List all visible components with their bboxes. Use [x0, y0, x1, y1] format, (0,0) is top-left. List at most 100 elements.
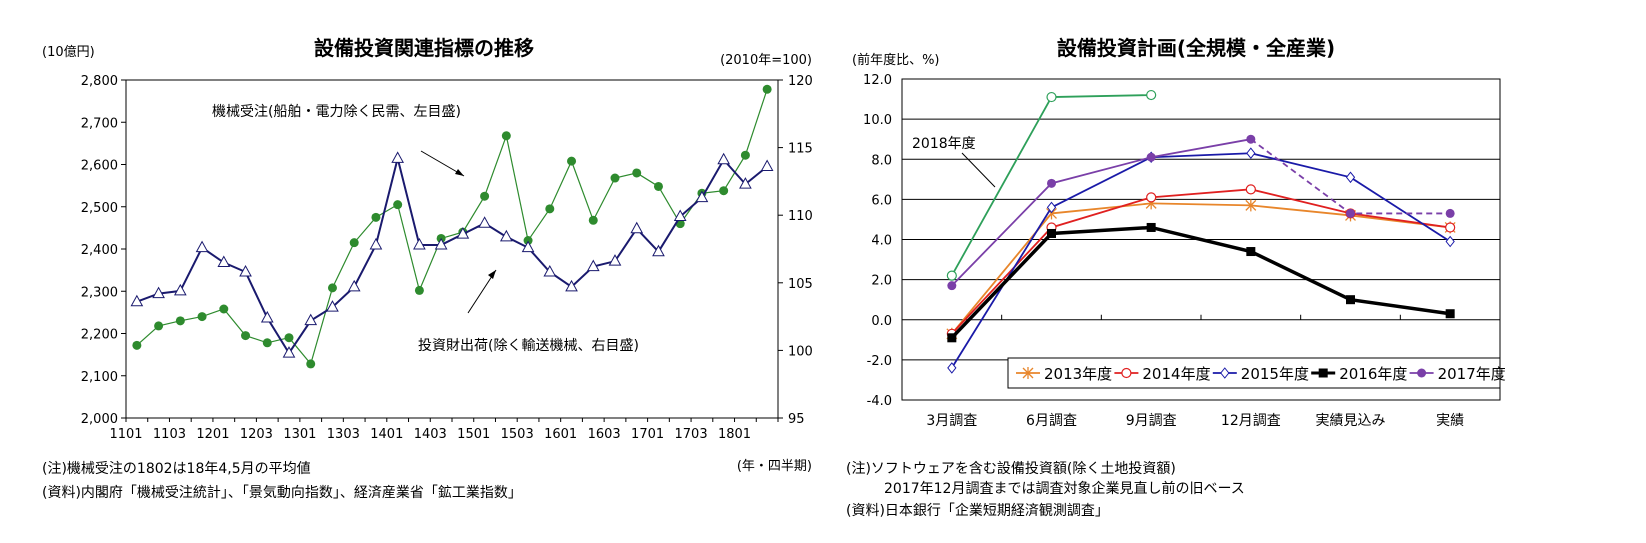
- shipments-series-point: [586, 259, 600, 272]
- series-2016年度-point: [1346, 295, 1355, 305]
- left-y-tick-label: 2,000: [81, 412, 118, 427]
- left-chart-marks: 2,000 2,100 2,200 2,300 2,400 2,500 2,600 2,700…: [81, 74, 813, 442]
- orders-series-point: [219, 304, 229, 314]
- shipments-series-point: [239, 264, 252, 277]
- left-x-tick-label: 1301: [283, 427, 316, 442]
- right-chart-marks: -4.0 -2.0 0.0 2.0 4.0 6.0 8.0 10.0 12.0 3月調査 6月調査 9…: [863, 73, 1506, 429]
- shipments-series-point: [608, 254, 622, 266]
- right-x-category-label: 実績: [1436, 413, 1464, 429]
- left-x-tick-label: 1601: [544, 427, 577, 442]
- left-y-unit: (10億円): [42, 44, 95, 60]
- series-2016年度-point: [1246, 247, 1256, 257]
- series-2018年度-point: [1146, 89, 1157, 101]
- orders-series-point: [175, 316, 185, 326]
- right-note-2: 2017年12月調査までは調査対象企業見直し前の旧ベース: [884, 481, 1245, 497]
- left-y-tick-label: 2,800: [81, 74, 118, 89]
- series-2015年度-point: [1046, 201, 1057, 214]
- orders-series-point: [132, 340, 142, 350]
- annotation-2018-pointer: [961, 152, 996, 188]
- right-y-tick-label: -4.0: [867, 394, 892, 409]
- left-note: (注)機械受注の1802は18年4,5月の平均値: [42, 461, 311, 477]
- series-2017年度-point: [947, 281, 957, 291]
- left-x-tick-label: 1603: [588, 427, 621, 442]
- right-y-tick-label: 6.0: [871, 193, 892, 208]
- legend-label: 2017年度: [1438, 365, 1506, 383]
- legend-label: 2016年度: [1339, 365, 1407, 383]
- shipments-series-point: [195, 240, 209, 253]
- orders-series-point: [653, 181, 663, 191]
- left-x-tick-label: 1801: [718, 427, 751, 442]
- right-chart-title: 設備投資計画(全規模・全産業): [1057, 36, 1335, 60]
- left-x-tick-label: 1303: [327, 427, 360, 442]
- shipments-series-point: [717, 152, 731, 165]
- annotation-shipments: 投資財出荷(除く輸送機械、右目盛): [418, 338, 639, 354]
- left-x-tick-label: 1401: [370, 427, 403, 442]
- series-2013年度-line: [951, 202, 1451, 335]
- orders-series-point: [306, 359, 316, 369]
- orders-series-point: [588, 215, 598, 225]
- right-y-tick-label: 95: [788, 412, 805, 427]
- series-2015年度-point: [1246, 147, 1256, 160]
- right-x-category-label: 6月調査: [1026, 413, 1077, 429]
- right-y-tick-label: 110: [788, 209, 813, 224]
- shipments-series-point: [369, 237, 383, 250]
- shipments-series-point: [326, 300, 339, 312]
- shipments-series-point: [739, 177, 752, 189]
- legend-label: 2013年度: [1044, 365, 1112, 383]
- legend-swatch-marker: [1121, 367, 1132, 379]
- series-2016年度-point: [1146, 222, 1156, 232]
- legend-swatch-marker: [1417, 368, 1427, 378]
- series-2014年度-point: [1146, 192, 1157, 203]
- annotation-orders: 機械受注(船舶・電力除く民需、左目盛): [212, 104, 461, 120]
- orders-series-point: [719, 186, 729, 196]
- orders-series-point: [501, 131, 511, 141]
- series-2015年度-point: [1445, 235, 1455, 248]
- left-x-tick-label: 1403: [414, 427, 447, 442]
- right-y-tick-label: -2.0: [867, 354, 892, 369]
- left-x-tick-label: 1503: [501, 427, 534, 442]
- orders-series-point: [523, 236, 533, 246]
- shipments-series-point: [173, 283, 187, 296]
- right-y-tick-label: 10.0: [863, 113, 892, 128]
- shipments-series-point: [695, 190, 709, 203]
- orders-series-point: [762, 84, 772, 94]
- left-x-tick-label: 1203: [240, 427, 273, 442]
- legend-swatch-marker: [1318, 368, 1328, 378]
- orders-series-point: [567, 156, 577, 166]
- right-y-tick-label: 0.0: [871, 314, 892, 329]
- left-plot-area: [125, 79, 779, 419]
- right-y-tick-label: 12.0: [863, 73, 892, 88]
- series-2018年度-point: [1046, 91, 1057, 103]
- right-x-category-label: 実績見込み: [1316, 413, 1386, 429]
- left-x-tick-label: 1101: [109, 427, 142, 442]
- shipments-series-point: [456, 227, 470, 239]
- left-y-tick-label: 2,200: [81, 328, 118, 343]
- right-y-tick-label: 4.0: [871, 234, 892, 249]
- shipments-series-point: [760, 159, 774, 172]
- orders-series-point: [371, 212, 381, 222]
- series-2016年度-point: [1445, 309, 1455, 319]
- annotation-shipments-arrowhead: [488, 270, 496, 279]
- shipments-series-point: [260, 310, 274, 323]
- left-y-tick-label: 2,700: [81, 116, 118, 131]
- left-x-tick-label: 1501: [457, 427, 490, 442]
- orders-series-point: [414, 285, 424, 295]
- orders-series-point: [393, 200, 403, 210]
- right-y-tick-label: 120: [788, 74, 813, 89]
- orders-series-point: [262, 338, 272, 348]
- annotation-orders-arrowhead: [455, 169, 464, 176]
- left-chart-title: 設備投資関連指標の推移: [314, 36, 534, 60]
- shipments-series-point: [152, 286, 165, 299]
- orders-series-point: [610, 173, 620, 183]
- orders-series-point: [480, 191, 490, 201]
- legend-swatch-marker: [1022, 367, 1034, 379]
- left-y-tick-label: 2,400: [81, 243, 118, 258]
- series-2017年度-line: [951, 138, 1251, 287]
- left-y-tick-label: 2,500: [81, 201, 118, 216]
- shipments-series-point: [282, 346, 296, 358]
- legend-swatch-marker: [1220, 367, 1230, 379]
- right-x-category-label: 12月調査: [1221, 413, 1281, 429]
- series-2014年度-point: [1245, 184, 1256, 195]
- orders-series-point: [284, 333, 294, 343]
